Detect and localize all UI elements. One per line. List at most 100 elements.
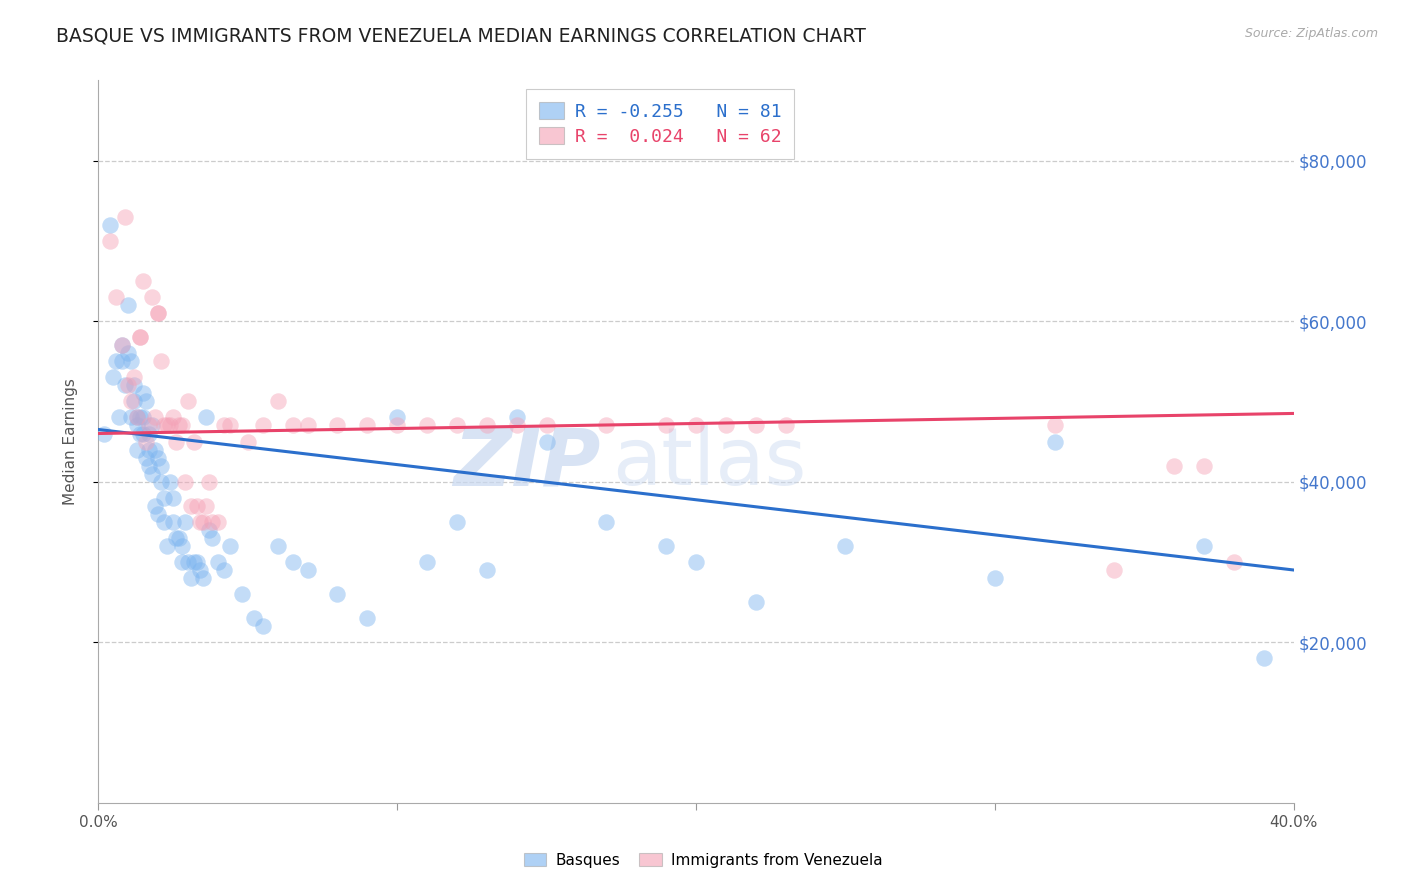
Point bbox=[1253, 651, 1275, 665]
Point bbox=[117, 346, 139, 360]
Y-axis label: Median Earnings: Median Earnings bbox=[63, 378, 77, 505]
Point bbox=[135, 394, 157, 409]
Point bbox=[326, 587, 349, 601]
Point bbox=[172, 555, 194, 569]
Point bbox=[167, 418, 190, 433]
Point bbox=[212, 418, 235, 433]
Text: ZIP: ZIP bbox=[453, 425, 600, 502]
Point bbox=[117, 298, 139, 312]
Point bbox=[714, 418, 737, 433]
Point bbox=[212, 563, 235, 577]
Point bbox=[207, 515, 229, 529]
Point bbox=[231, 587, 253, 601]
Point bbox=[98, 234, 122, 248]
Point bbox=[153, 491, 176, 505]
Point bbox=[236, 434, 259, 449]
Point bbox=[201, 515, 224, 529]
Point bbox=[156, 539, 179, 553]
Point bbox=[165, 434, 187, 449]
Point bbox=[93, 426, 115, 441]
Point bbox=[1043, 418, 1066, 433]
Point bbox=[138, 442, 160, 457]
Point bbox=[165, 531, 187, 545]
Point bbox=[143, 499, 166, 513]
Point bbox=[159, 475, 181, 489]
Text: atlas: atlas bbox=[613, 425, 807, 502]
Point bbox=[120, 394, 142, 409]
Point bbox=[191, 571, 214, 585]
Point bbox=[150, 354, 173, 368]
Point bbox=[186, 555, 208, 569]
Point bbox=[745, 418, 768, 433]
Point bbox=[595, 418, 617, 433]
Point bbox=[188, 563, 211, 577]
Point bbox=[219, 539, 242, 553]
Point bbox=[183, 434, 205, 449]
Point bbox=[177, 555, 200, 569]
Point bbox=[143, 410, 166, 425]
Point bbox=[506, 410, 529, 425]
Point bbox=[148, 507, 170, 521]
Point bbox=[132, 410, 155, 425]
Point bbox=[129, 330, 152, 344]
Point bbox=[446, 418, 468, 433]
Point bbox=[127, 410, 149, 425]
Point bbox=[114, 378, 136, 392]
Point bbox=[195, 499, 218, 513]
Point bbox=[195, 410, 218, 425]
Point bbox=[191, 515, 214, 529]
Point bbox=[536, 418, 558, 433]
Point bbox=[150, 458, 173, 473]
Point bbox=[1163, 458, 1185, 473]
Point bbox=[117, 378, 139, 392]
Point bbox=[105, 354, 128, 368]
Point bbox=[129, 426, 152, 441]
Point bbox=[148, 306, 170, 320]
Point bbox=[252, 418, 274, 433]
Point bbox=[183, 555, 205, 569]
Point bbox=[153, 418, 176, 433]
Text: BASQUE VS IMMIGRANTS FROM VENEZUELA MEDIAN EARNINGS CORRELATION CHART: BASQUE VS IMMIGRANTS FROM VENEZUELA MEDI… bbox=[56, 27, 866, 45]
Point bbox=[243, 611, 266, 625]
Point bbox=[297, 563, 319, 577]
Point bbox=[1192, 539, 1215, 553]
Legend: Basques, Immigrants from Venezuela: Basques, Immigrants from Venezuela bbox=[516, 845, 890, 875]
Text: Source: ZipAtlas.com: Source: ZipAtlas.com bbox=[1244, 27, 1378, 40]
Point bbox=[1043, 434, 1066, 449]
Point bbox=[120, 354, 142, 368]
Point bbox=[281, 555, 304, 569]
Point bbox=[267, 394, 290, 409]
Point bbox=[120, 410, 142, 425]
Point bbox=[132, 386, 155, 401]
Point bbox=[180, 571, 202, 585]
Point bbox=[201, 531, 224, 545]
Point bbox=[150, 475, 173, 489]
Point bbox=[745, 595, 768, 609]
Point bbox=[775, 418, 797, 433]
Point bbox=[148, 450, 170, 465]
Point bbox=[127, 442, 149, 457]
Point bbox=[180, 499, 202, 513]
Point bbox=[141, 418, 163, 433]
Point bbox=[475, 563, 498, 577]
Point bbox=[148, 306, 170, 320]
Point bbox=[141, 467, 163, 481]
Point bbox=[167, 531, 190, 545]
Point bbox=[834, 539, 856, 553]
Point bbox=[127, 418, 149, 433]
Point bbox=[124, 394, 146, 409]
Point bbox=[685, 555, 707, 569]
Point bbox=[685, 418, 707, 433]
Point bbox=[162, 515, 184, 529]
Point bbox=[326, 418, 349, 433]
Point bbox=[124, 370, 146, 384]
Point bbox=[108, 410, 131, 425]
Point bbox=[198, 475, 221, 489]
Legend: R = -0.255   N = 81, R =  0.024   N = 62: R = -0.255 N = 81, R = 0.024 N = 62 bbox=[526, 89, 794, 159]
Point bbox=[174, 515, 197, 529]
Point bbox=[159, 418, 181, 433]
Point bbox=[135, 434, 157, 449]
Point bbox=[356, 418, 378, 433]
Point bbox=[138, 418, 160, 433]
Point bbox=[124, 378, 146, 392]
